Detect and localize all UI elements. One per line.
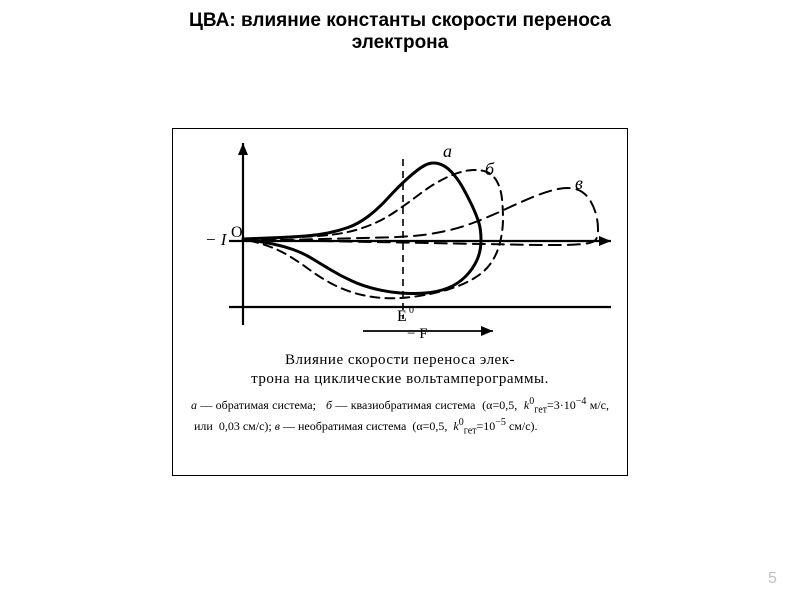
svg-text:б: б — [485, 159, 495, 179]
title-line-1: ЦВА: влияние константы скорости переноса — [0, 10, 800, 32]
page-number: 5 — [768, 570, 777, 588]
title-line-2: электрона — [0, 32, 800, 54]
svg-text:E: E — [397, 308, 407, 325]
caption-main: Влияние скорости переноса элек-трона на … — [173, 345, 627, 393]
svg-text:в: в — [575, 173, 583, 193]
slide-title: ЦВА: влияние константы скорости переноса… — [0, 10, 800, 54]
cv-plot: − IО E0 − F а б в — [173, 129, 627, 345]
figure-frame: − IО E0 − F а б в Влияние скорости переноса э… — [172, 128, 628, 476]
svg-text:0: 0 — [409, 305, 414, 316]
svg-text:а: а — [443, 141, 452, 161]
svg-text:− F: − F — [407, 326, 428, 342]
svg-text:− I: − I — [205, 230, 228, 249]
caption-legend: а — обратимая система; б — квазиобратима… — [173, 393, 627, 449]
svg-text:О: О — [231, 224, 243, 241]
